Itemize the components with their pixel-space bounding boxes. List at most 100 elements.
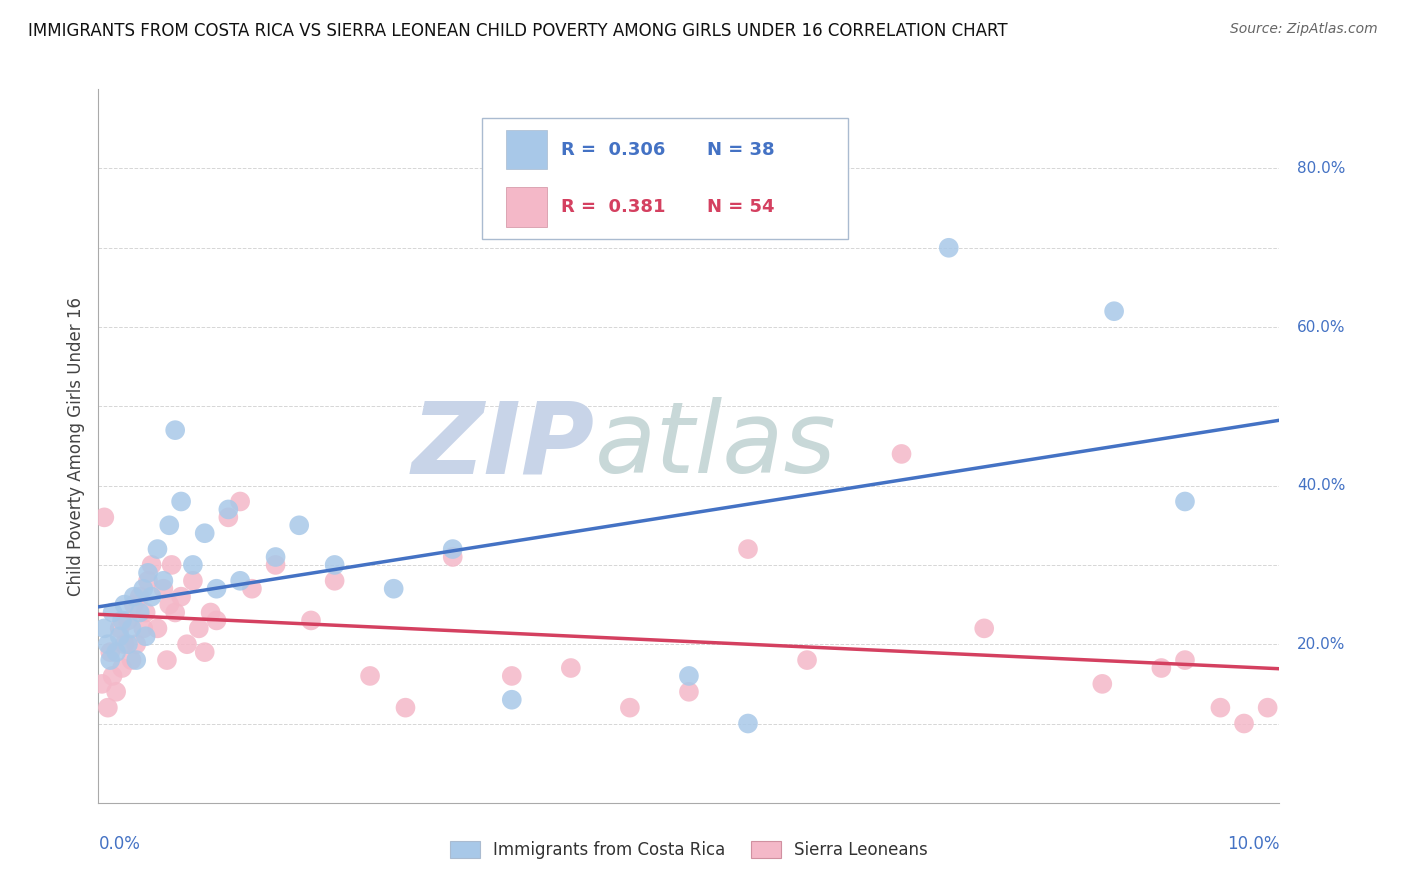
Point (97, 637, 120, 651)
Point (160, 558, 183, 572)
Point (217, 510, 239, 524)
Point (157, 598, 180, 612)
Point (678, 685, 700, 699)
Point (1257, 700, 1279, 714)
Point (108, 621, 131, 635)
Point (890, 447, 912, 461)
Point (170, 494, 193, 508)
Text: ZIP: ZIP (412, 398, 595, 494)
Point (1233, 716, 1256, 731)
Point (501, 692, 523, 706)
Text: atlas: atlas (595, 398, 837, 494)
Point (737, 542, 759, 557)
Point (619, 700, 641, 714)
Point (1150, 661, 1173, 675)
Point (141, 590, 163, 604)
Point (1174, 494, 1197, 508)
Point (938, 241, 960, 255)
Point (101, 669, 124, 683)
Point (501, 669, 523, 683)
Point (112, 637, 135, 651)
Point (146, 621, 169, 635)
Text: 20.0%: 20.0% (1298, 637, 1346, 652)
Point (157, 518, 180, 533)
Point (135, 606, 157, 620)
Point (1174, 653, 1197, 667)
Point (229, 574, 252, 588)
Point (205, 582, 228, 596)
Point (112, 598, 135, 612)
Point (117, 637, 139, 651)
Point (205, 614, 228, 628)
Point (135, 629, 157, 643)
Point (560, 661, 582, 675)
Text: Source: ZipAtlas.com: Source: ZipAtlas.com (1230, 22, 1378, 37)
Y-axis label: Child Poverty Among Girls Under 16: Child Poverty Among Girls Under 16 (66, 296, 84, 596)
FancyBboxPatch shape (506, 130, 547, 169)
Point (121, 653, 143, 667)
Point (122, 590, 145, 604)
Point (441, 549, 464, 564)
Point (101, 606, 124, 620)
Point (217, 502, 239, 516)
Point (194, 526, 217, 541)
Text: 60.0%: 60.0% (1298, 319, 1346, 334)
Point (156, 653, 179, 667)
Point (323, 558, 346, 572)
Text: 80.0%: 80.0% (1298, 161, 1346, 176)
Point (122, 598, 145, 612)
Point (737, 716, 759, 731)
Point (181, 574, 204, 588)
Point (98, 645, 121, 659)
Point (125, 637, 148, 651)
Text: 0.0%: 0.0% (98, 835, 141, 853)
Point (165, 423, 187, 437)
Point (111, 614, 134, 628)
Point (264, 558, 287, 572)
Point (165, 606, 187, 620)
Point (229, 494, 252, 508)
Point (146, 542, 169, 557)
Point (125, 653, 148, 667)
Point (108, 629, 131, 643)
Text: N = 38: N = 38 (707, 141, 775, 159)
Point (121, 621, 143, 635)
Point (194, 645, 217, 659)
Text: R =  0.306: R = 0.306 (561, 141, 666, 159)
Point (152, 582, 174, 596)
Point (441, 542, 464, 557)
Point (141, 558, 163, 572)
FancyBboxPatch shape (506, 187, 547, 227)
Point (93, 510, 115, 524)
Point (200, 606, 222, 620)
Point (152, 574, 174, 588)
Point (299, 614, 322, 628)
Point (97, 700, 120, 714)
Point (111, 661, 134, 675)
Point (136, 566, 159, 580)
Point (1091, 677, 1114, 691)
Point (128, 606, 150, 620)
Point (117, 614, 139, 628)
Point (132, 621, 155, 635)
Point (98, 653, 121, 667)
Point (132, 582, 155, 596)
Point (394, 700, 416, 714)
Point (323, 574, 346, 588)
Point (176, 637, 198, 651)
Point (181, 558, 204, 572)
Text: IMMIGRANTS FROM COSTA RICA VS SIERRA LEONEAN CHILD POVERTY AMONG GIRLS UNDER 16 : IMMIGRANTS FROM COSTA RICA VS SIERRA LEO… (28, 22, 1008, 40)
Point (105, 645, 128, 659)
Point (796, 653, 818, 667)
Point (288, 518, 311, 533)
Text: 40.0%: 40.0% (1298, 478, 1346, 493)
Point (187, 621, 209, 635)
Point (105, 685, 128, 699)
Legend: Immigrants from Costa Rica, Sierra Leoneans: Immigrants from Costa Rica, Sierra Leone… (443, 834, 935, 866)
Text: 10.0%: 10.0% (1227, 835, 1279, 853)
Point (93, 621, 115, 635)
Point (382, 582, 405, 596)
Point (359, 669, 381, 683)
Point (128, 590, 150, 604)
Point (1209, 700, 1232, 714)
